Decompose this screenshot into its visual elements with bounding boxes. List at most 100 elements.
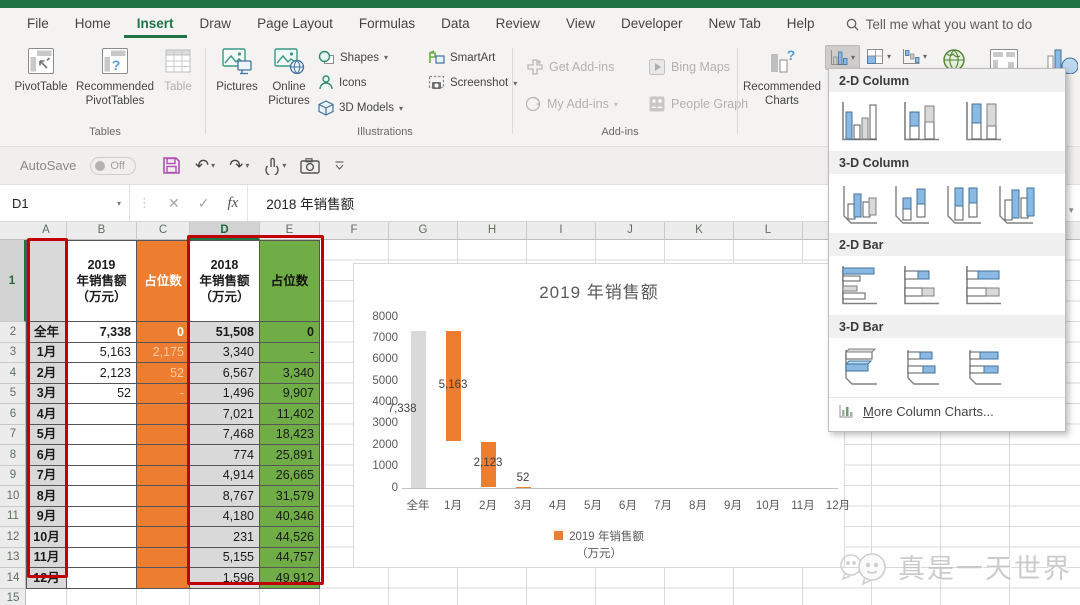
row-header-9[interactable]: 9 <box>0 466 26 486</box>
cell-E5[interactable]: 9,907 <box>260 383 320 404</box>
cell-B2[interactable]: 7,338 <box>67 322 137 343</box>
chart-bar-3月[interactable] <box>515 486 531 489</box>
thumb-3d-clustered-bar-icon[interactable] <box>839 346 879 390</box>
chart-bar-1月[interactable] <box>445 331 461 442</box>
cancel-entry-button[interactable]: ✕ <box>168 194 180 211</box>
chart-bar-全年[interactable] <box>410 331 426 488</box>
cell-E2[interactable]: 0 <box>260 322 320 343</box>
cell-E8[interactable]: 25,891 <box>260 445 320 466</box>
row-header-5[interactable]: 5 <box>0 384 26 404</box>
column-header-H[interactable]: H <box>458 222 527 240</box>
cell-A14[interactable]: 12月 <box>26 568 67 589</box>
cell-B11[interactable] <box>67 506 137 527</box>
cell-C3[interactable]: 2,175 <box>137 342 190 363</box>
thumb-stacked-bar-icon[interactable] <box>901 264 941 308</box>
camera-button[interactable] <box>300 157 321 174</box>
column-header-E[interactable]: E <box>260 222 320 240</box>
cell-A12[interactable]: 10月 <box>26 527 67 548</box>
cell-D13[interactable]: 5,155 <box>190 547 260 568</box>
tab-data[interactable]: Data <box>441 16 470 31</box>
row-header-6[interactable]: 6 <box>0 404 26 425</box>
icons-button[interactable]: Icons <box>318 75 367 90</box>
tab-review[interactable]: Review <box>495 16 540 31</box>
cell-D3[interactable]: 3,340 <box>190 342 260 363</box>
cell-E12[interactable]: 44,526 <box>260 527 320 548</box>
column-header-B[interactable]: B <box>67 222 137 240</box>
cell-A3[interactable]: 1月 <box>26 342 67 363</box>
cell-B7[interactable] <box>67 424 137 445</box>
cell-A5[interactable]: 3月 <box>26 383 67 404</box>
cell-D9[interactable]: 4,914 <box>190 465 260 486</box>
cell-E1[interactable]: 占位数 <box>260 240 320 322</box>
thumb-3d-clustered-column-icon[interactable] <box>839 182 879 226</box>
cell-A11[interactable]: 9月 <box>26 506 67 527</box>
my-addins-button[interactable]: My Add-ins ▾ <box>524 95 618 113</box>
cell-A8[interactable]: 6月 <box>26 445 67 466</box>
tell-me-search[interactable]: Tell me what you want to do <box>846 17 1032 32</box>
cell-A10[interactable]: 8月 <box>26 486 67 507</box>
row-header-14[interactable]: 14 <box>0 568 26 589</box>
cell-C11[interactable] <box>137 506 190 527</box>
insert-column-chart-button[interactable]: ▾ <box>825 45 861 70</box>
row-header-10[interactable]: 10 <box>0 486 26 507</box>
thumb-3d-100-stacked-bar-icon[interactable] <box>963 346 1003 390</box>
formula-input[interactable]: 2018 年销售额 <box>247 185 1080 221</box>
cell-E9[interactable]: 26,665 <box>260 465 320 486</box>
tab-new-tab[interactable]: New Tab <box>708 16 761 31</box>
pictures-button[interactable]: Pictures <box>211 46 263 94</box>
cell-E14[interactable]: 49,912 <box>260 568 320 589</box>
redo-button[interactable]: ↷ ▾ <box>229 156 249 176</box>
tab-file[interactable]: File <box>27 16 49 31</box>
cell-D11[interactable]: 4,180 <box>190 506 260 527</box>
column-header-F[interactable]: F <box>320 222 389 240</box>
thumb-stacked-column-icon[interactable] <box>901 100 941 144</box>
cell-D8[interactable]: 774 <box>190 445 260 466</box>
thumb-3d-100-stacked-column-icon[interactable] <box>943 182 983 226</box>
cell-D6[interactable]: 7,021 <box>190 404 260 425</box>
thumb-3d-column-icon[interactable] <box>995 182 1035 226</box>
cell-C7[interactable] <box>137 424 190 445</box>
insert-waterfall-chart-button[interactable]: ▾ <box>898 45 931 68</box>
cell-E3[interactable]: - <box>260 342 320 363</box>
row-header-13[interactable]: 13 <box>0 548 26 568</box>
column-header-A[interactable]: A <box>26 222 67 240</box>
row-header-15[interactable]: 15 <box>0 589 26 605</box>
cell-A7[interactable]: 5月 <box>26 424 67 445</box>
cell-B6[interactable] <box>67 404 137 425</box>
insert-hierarchy-chart-button[interactable]: ▾ <box>862 45 895 68</box>
cell-B4[interactable]: 2,123 <box>67 363 137 384</box>
column-header-J[interactable]: J <box>596 222 665 240</box>
save-button[interactable] <box>162 156 181 175</box>
thumb-clustered-bar-icon[interactable] <box>839 264 879 308</box>
name-box[interactable]: D1 ▾ <box>0 185 130 221</box>
confirm-entry-button[interactable]: ✓ <box>197 194 210 211</box>
touch-mouse-mode-button[interactable]: ▾ <box>263 157 286 175</box>
column-header-C[interactable]: C <box>137 222 190 240</box>
tab-developer[interactable]: Developer <box>620 16 683 31</box>
cell-E13[interactable]: 44,757 <box>260 547 320 568</box>
screenshot-button[interactable]: Screenshot ▾ <box>428 75 517 91</box>
cell-D7[interactable]: 7,468 <box>190 424 260 445</box>
cell-C5[interactable]: - <box>137 383 190 404</box>
table-button[interactable]: Table <box>158 46 198 94</box>
tab-help[interactable]: Help <box>786 16 815 31</box>
thumb-3d-stacked-bar-icon[interactable] <box>901 346 941 390</box>
cell-A9[interactable]: 7月 <box>26 465 67 486</box>
cell-D14[interactable]: 1,596 <box>190 568 260 589</box>
row-header-1[interactable]: 1 <box>0 240 26 322</box>
cell-C8[interactable] <box>137 445 190 466</box>
cell-C14[interactable] <box>137 568 190 589</box>
cell-B14[interactable] <box>67 568 137 589</box>
cell-E6[interactable]: 11,402 <box>260 404 320 425</box>
online-pictures-button[interactable]: Online Pictures <box>263 46 315 109</box>
row-header-8[interactable]: 8 <box>0 445 26 466</box>
cell-C6[interactable] <box>137 404 190 425</box>
tab-view[interactable]: View <box>565 16 595 31</box>
cell-D2[interactable]: 51,508 <box>190 322 260 343</box>
cell-C9[interactable] <box>137 465 190 486</box>
row-header-4[interactable]: 4 <box>0 363 26 384</box>
tab-home[interactable]: Home <box>74 16 111 31</box>
customize-qat-button[interactable] <box>334 160 345 171</box>
tab-formulas[interactable]: Formulas <box>358 16 416 31</box>
chart-bar-2月[interactable] <box>480 441 496 487</box>
